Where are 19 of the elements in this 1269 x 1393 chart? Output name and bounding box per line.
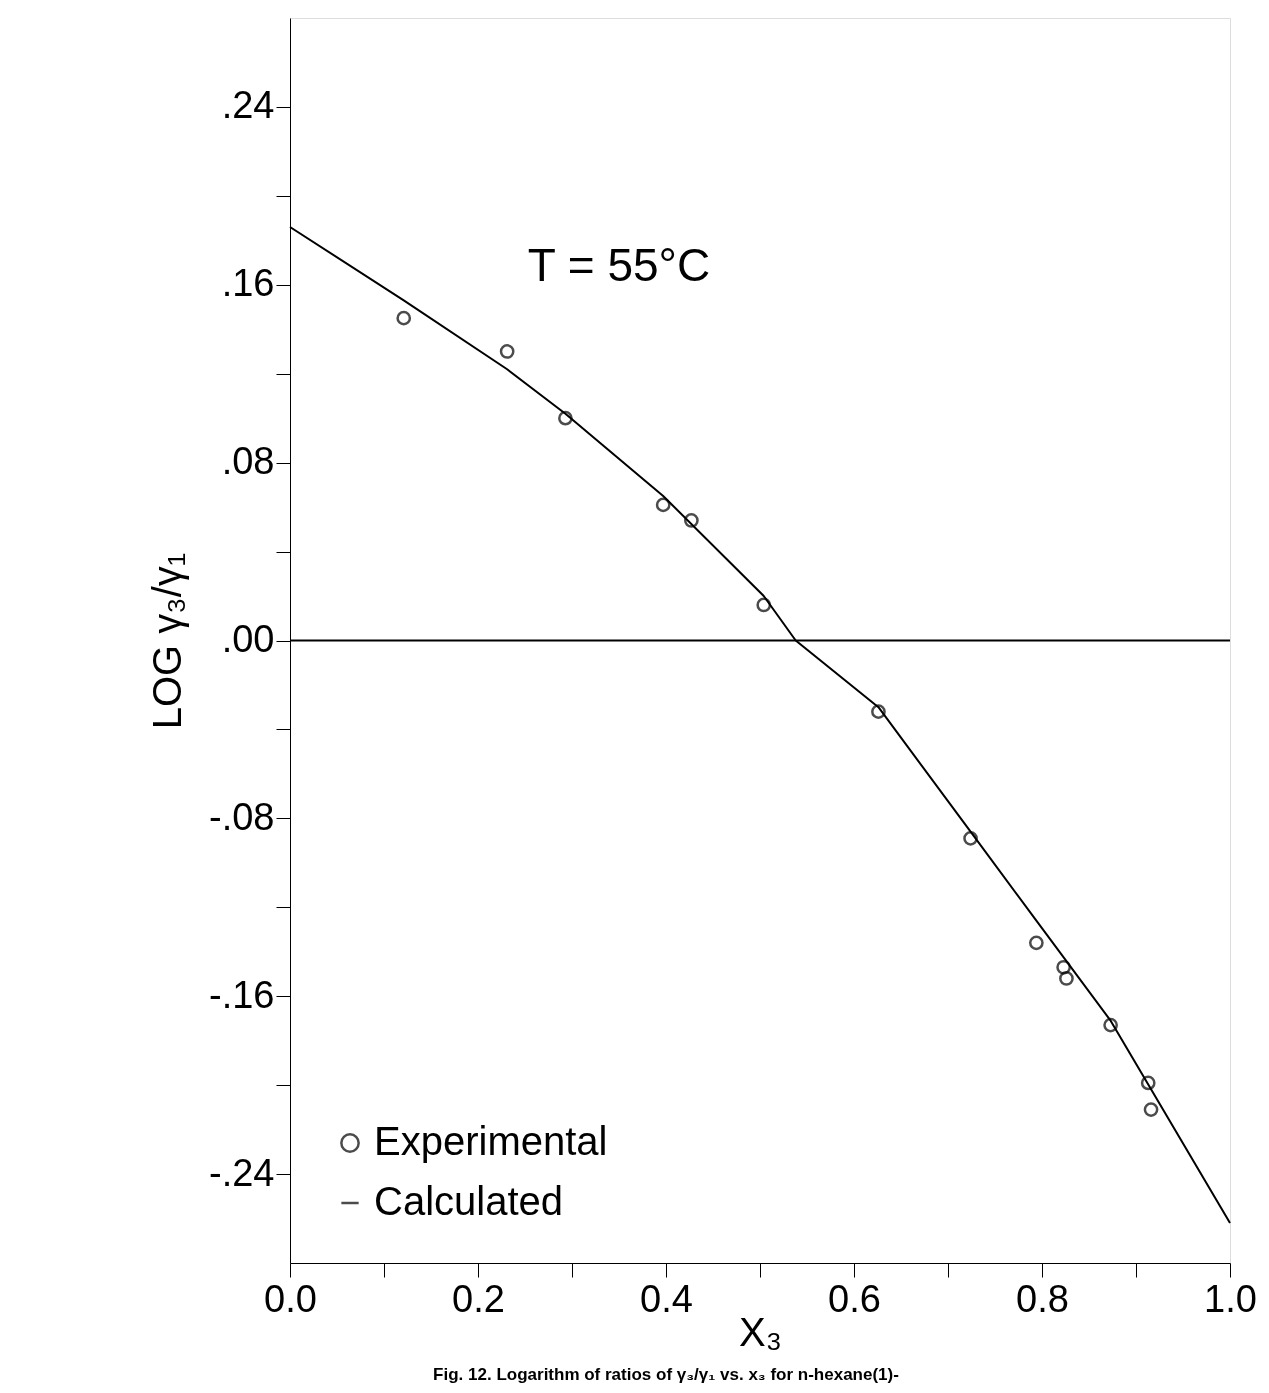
y-axis-title: LOG γ₃/γ₁ <box>145 552 190 730</box>
y-tick-label: .00 <box>221 618 275 660</box>
x-tick-label: 0.8 <box>1016 1277 1069 1320</box>
x-tick-label: 0.2 <box>452 1277 505 1320</box>
x-tick-label: 1.0 <box>1204 1277 1257 1320</box>
legend-label: Calculated <box>374 1179 564 1223</box>
caption: Fig. 12. Logarithm of ratios of γ₃/γ₁ vs. x₃ for n-hexane(1)- <box>433 1365 899 1384</box>
annotation: T = 55°C <box>527 239 711 291</box>
legend-label: Experimental <box>374 1119 608 1163</box>
y-tick-label: -.08 <box>209 795 275 838</box>
y-tick-label: .24 <box>221 84 275 127</box>
x-tick-label: 0.4 <box>640 1277 693 1320</box>
x-axis-title: X₃ <box>739 1309 782 1354</box>
y-tick-label: .16 <box>221 262 275 305</box>
x-tick-label: 0.6 <box>828 1277 881 1320</box>
x-tick-label: 0.0 <box>264 1277 317 1320</box>
y-tick-label: .08 <box>221 440 275 483</box>
y-tick-label: -.24 <box>209 1151 275 1194</box>
y-tick-label: -.16 <box>209 973 275 1016</box>
